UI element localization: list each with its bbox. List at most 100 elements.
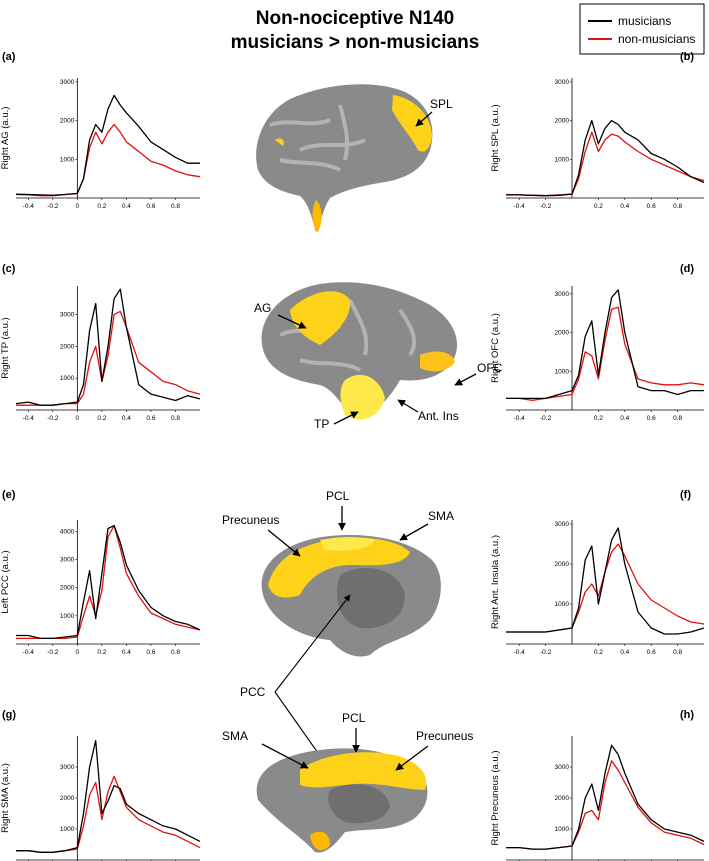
x-tick-label: 0.8 bbox=[171, 415, 180, 422]
panel-label: (d) bbox=[680, 263, 694, 275]
x-tick-label: 0 bbox=[76, 203, 80, 210]
x-tick-label: -0.4 bbox=[514, 649, 526, 656]
brain-label-precuneus: Precuneus bbox=[222, 513, 279, 527]
x-tick-label: 0.4 bbox=[620, 649, 629, 656]
brain-medial-wall bbox=[328, 784, 390, 824]
y-tick-label: 1000 bbox=[60, 375, 75, 382]
y-tick-label: 3000 bbox=[555, 291, 570, 298]
legend-label-non-musicians: non-musicians bbox=[618, 32, 695, 46]
x-tick-label: 0 bbox=[76, 415, 80, 422]
x-tick-label: -0.4 bbox=[23, 203, 35, 210]
activation-blob-small bbox=[275, 138, 284, 146]
x-tick-label: 0.6 bbox=[647, 203, 656, 210]
y-tick-label: 3000 bbox=[60, 556, 75, 563]
x-tick-label: 0.4 bbox=[620, 203, 629, 210]
series-line-non-musicians bbox=[506, 306, 705, 401]
y-tick-label: 2000 bbox=[555, 561, 570, 568]
chart-panel-b: (b) -0.4 -0.2 0.2 0.4 0.6 0.8 1000 2000 3000 Right… bbox=[490, 51, 705, 210]
brain-label-sma: SMA bbox=[428, 509, 454, 523]
series-line-musicians bbox=[16, 739, 201, 853]
figure-title-line2: musicians > non-musicians bbox=[231, 32, 480, 53]
x-tick-label: 0.4 bbox=[122, 415, 131, 422]
gyri-pattern bbox=[269, 104, 366, 172]
y-tick-label: 1000 bbox=[60, 156, 75, 163]
brain-label-tp: TP bbox=[314, 417, 329, 431]
brain-label-pcl: PCL bbox=[326, 489, 350, 503]
brain-label-sma-2: SMA bbox=[222, 729, 248, 743]
y-tick-label: 1000 bbox=[555, 368, 570, 375]
x-tick-label: 0.6 bbox=[146, 649, 155, 656]
x-tick-label: 0.4 bbox=[122, 649, 131, 656]
activation-blob-tp bbox=[340, 374, 385, 420]
panel-label: (b) bbox=[680, 51, 694, 63]
activation-blob-spl bbox=[392, 95, 432, 152]
x-tick-label: 0 bbox=[76, 649, 80, 656]
x-tick-label: -0.4 bbox=[23, 649, 35, 656]
y-tick-label: 3000 bbox=[60, 312, 75, 319]
brain-label-ant-ins: Ant. Ins bbox=[418, 409, 459, 423]
activation-blob-ofc bbox=[420, 351, 455, 372]
activation-blob-cerebellum bbox=[310, 831, 330, 851]
series-line-non-musicians bbox=[16, 310, 201, 406]
x-tick-label: 0.8 bbox=[673, 649, 682, 656]
brain-label-spl: SPL bbox=[430, 97, 453, 111]
y-tick-label: 2000 bbox=[555, 795, 570, 802]
chart-panel-c: (c) -0.4 -0.2 0 0.2 0.4 0.6 0.8 1000 2000 3000 Righ… bbox=[0, 263, 201, 422]
brain-medial-mid: PCL Precuneus SMA bbox=[222, 489, 454, 657]
activation-blob-pcl bbox=[320, 537, 375, 551]
x-tick-label: 0.2 bbox=[594, 649, 603, 656]
panel-label: (h) bbox=[680, 709, 694, 721]
y-axis-label: Left PCC (a.u.) bbox=[0, 550, 11, 613]
panel-label: (a) bbox=[2, 51, 16, 63]
series-line-musicians bbox=[506, 744, 705, 850]
series-line-musicians bbox=[16, 524, 201, 640]
series-line-musicians bbox=[506, 119, 705, 197]
legend-label-musicians: musicians bbox=[618, 14, 671, 28]
y-axis-label: Right TP (a.u.) bbox=[0, 317, 11, 378]
activation-blob-temporal bbox=[312, 200, 322, 232]
y-tick-label: 4000 bbox=[60, 528, 75, 535]
brain-label-pcl-2: PCL bbox=[342, 711, 366, 725]
y-tick-label: 3000 bbox=[555, 521, 570, 528]
activation-blob-medial bbox=[268, 537, 410, 598]
series-line-non-musicians bbox=[505, 131, 705, 197]
figure-title-line1: Non-nociceptive N140 bbox=[256, 8, 455, 29]
x-tick-label: -0.2 bbox=[540, 649, 552, 656]
brain-label-pcc: PCC bbox=[240, 685, 266, 699]
y-tick-label: 1000 bbox=[555, 826, 570, 833]
y-tick-label: 1000 bbox=[555, 601, 570, 608]
chart-panel-f: (f) -0.4 -0.2 0.2 0.4 0.6 0.8 1000 2000 3000 Right… bbox=[490, 489, 705, 656]
chart-panel-d: (d) -0.4 -0.2 0.2 0.4 0.6 0.8 1000 2000 3000 Right… bbox=[490, 263, 705, 422]
panel-label: (g) bbox=[2, 709, 16, 721]
x-tick-label: 0.8 bbox=[171, 203, 180, 210]
x-tick-label: -0.2 bbox=[47, 415, 59, 422]
x-tick-label: 0.4 bbox=[122, 203, 131, 210]
y-tick-label: 2000 bbox=[555, 330, 570, 337]
y-tick-label: 2000 bbox=[60, 118, 75, 125]
y-tick-label: 1000 bbox=[60, 826, 75, 833]
x-tick-label: 0.2 bbox=[594, 415, 603, 422]
x-tick-label: -0.4 bbox=[514, 203, 526, 210]
activation-blob-medial bbox=[300, 752, 427, 790]
y-tick-label: 2000 bbox=[60, 795, 75, 802]
series-line-musicians bbox=[15, 94, 200, 196]
x-tick-label: 0.6 bbox=[146, 203, 155, 210]
x-tick-label: -0.4 bbox=[514, 415, 526, 422]
x-tick-label: 0.2 bbox=[594, 203, 603, 210]
x-tick-label: -0.2 bbox=[540, 415, 552, 422]
chart-panel-a: (a) -0.4 -0.2 0 0.2 0.4 0.6 0.8 1000 2000 3000 Righ… bbox=[0, 51, 201, 210]
brain-label-ofc: OFC bbox=[477, 361, 503, 375]
y-tick-label: 3000 bbox=[60, 764, 75, 771]
x-tick-label: -0.2 bbox=[540, 203, 552, 210]
panel-label: (f) bbox=[680, 489, 691, 501]
y-tick-label: 3000 bbox=[555, 764, 570, 771]
x-tick-label: -0.2 bbox=[47, 203, 59, 210]
chart-panel-e: (e) -0.4 -0.2 0 0.2 0.4 0.6 0.8 1000 2000 3000 4000… bbox=[0, 489, 201, 656]
series-line-non-musicians bbox=[506, 543, 705, 633]
series-line-musicians bbox=[506, 289, 704, 400]
x-tick-label: -0.4 bbox=[23, 415, 35, 422]
x-tick-label: 0.6 bbox=[647, 649, 656, 656]
y-tick-label: 2000 bbox=[555, 118, 570, 125]
x-tick-label: 0.8 bbox=[171, 649, 180, 656]
y-axis-label: Right SPL (a.u.) bbox=[490, 104, 501, 171]
